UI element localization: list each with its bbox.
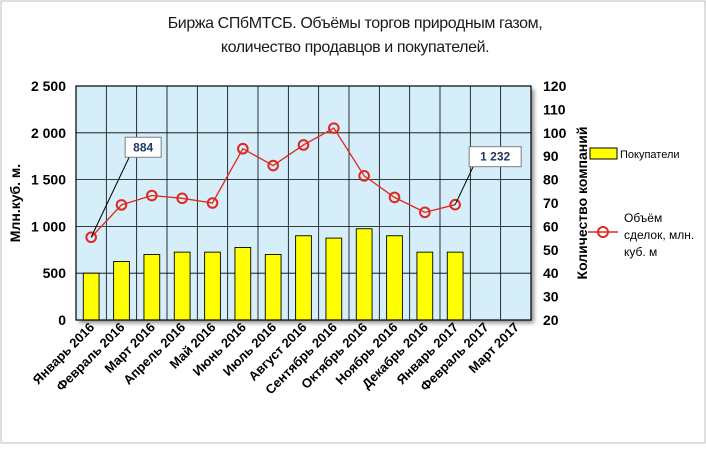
bar (173, 251, 191, 321)
chart-title-line-2: количество продавцов и покупателей. (221, 39, 489, 56)
chart-title-line-1: Биржа СПбМТСБ. Объёмы торгов природным г… (168, 15, 543, 32)
annotation-leader (454, 166, 474, 205)
y-right-tick-label: 70 (543, 195, 559, 211)
y-right-tick-labels: 20 30 40 50 60 70 80 90 100 110 120 (543, 78, 567, 328)
bars (82, 228, 464, 321)
bar (82, 272, 100, 321)
y-right-tick-label: 20 (543, 312, 559, 328)
y-right-tick-label: 80 (543, 172, 559, 188)
line-point (176, 192, 188, 205)
line-point (419, 206, 431, 219)
y-left-tick-label: 0 (58, 312, 66, 328)
y-right-tick-label: 40 (543, 265, 559, 281)
y-left-tick-label: 500 (43, 265, 67, 281)
bar (264, 254, 282, 321)
line-point (237, 142, 249, 155)
line-point (146, 189, 158, 202)
line-point (206, 197, 219, 209)
annotation-label: 1 232 (480, 150, 510, 164)
line-point (388, 191, 401, 204)
y-left-tick-label: 1 000 (31, 218, 66, 234)
annotation-box (124, 136, 162, 158)
y-right-tick-label: 90 (543, 148, 559, 164)
line-series (85, 122, 461, 244)
bar (234, 247, 252, 321)
y-right-tick-label: 50 (543, 242, 559, 258)
y-left-tick-label: 2 500 (31, 78, 66, 94)
annotations: 884 1 232 (90, 136, 522, 238)
line-point (358, 170, 370, 182)
y-left-axis-label: Млн.куб. м. (7, 164, 23, 242)
y-right-axis-label: Количество компаний (574, 127, 590, 280)
line-point (297, 139, 310, 151)
y-right-tick-label: 110 (543, 101, 566, 117)
legend-bar-label: Покупатели (620, 149, 680, 161)
bar (143, 254, 161, 321)
line-point (328, 122, 340, 134)
bar (295, 235, 312, 321)
y-left-tick-labels: 0 500 1 000 1 500 2 000 2 500 (31, 78, 66, 328)
series-line (90, 127, 456, 238)
legend: Покупатели Объём сделок, млн. куб. м (588, 147, 694, 259)
bar (113, 261, 130, 321)
line-point (267, 159, 279, 172)
plot-frame (75, 85, 532, 321)
legend-line-label: Объём сделок, млн. куб. м (624, 211, 694, 259)
y-right-tick-label: 30 (543, 289, 559, 305)
line-point (115, 199, 128, 211)
y-left-tick-label: 1 500 (31, 172, 66, 188)
bar (416, 251, 434, 321)
bar (355, 228, 373, 321)
legend-line-marker (597, 226, 609, 238)
legend-bar-swatch (589, 147, 618, 160)
line-point (449, 198, 461, 211)
bar (446, 251, 464, 321)
line-point (85, 231, 97, 244)
y-right-tick-label: 120 (543, 78, 567, 94)
bar (204, 251, 221, 321)
annotation-box (468, 146, 522, 168)
y-left-tick-label: 2 000 (31, 125, 66, 141)
bar (386, 235, 403, 321)
y-right-tick-label: 100 (543, 125, 567, 141)
annotation-label: 884 (133, 140, 153, 154)
y-right-tick-label: 60 (543, 218, 559, 234)
annotation-leader (90, 157, 130, 238)
bar (325, 237, 343, 321)
